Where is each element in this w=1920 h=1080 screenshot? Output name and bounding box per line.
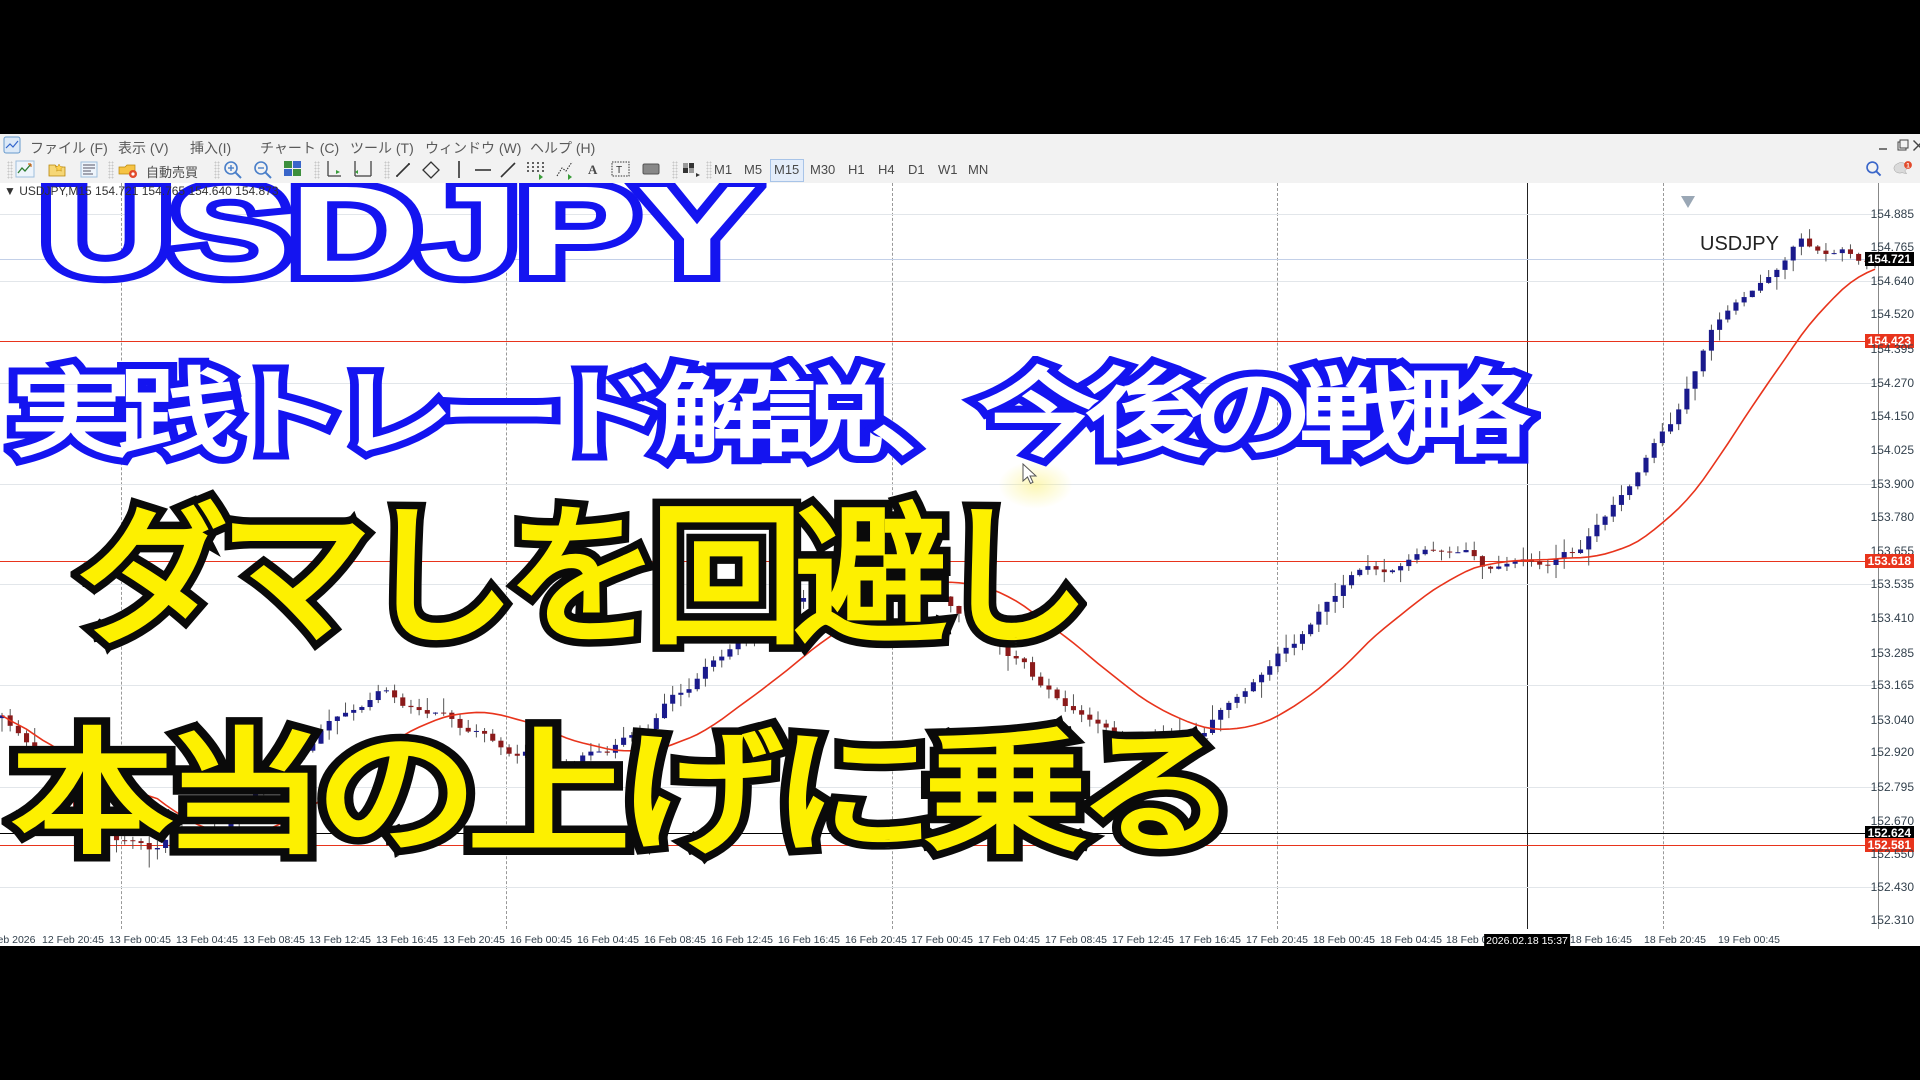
svg-text:1: 1 xyxy=(1906,162,1910,169)
svg-text:T: T xyxy=(616,165,622,176)
